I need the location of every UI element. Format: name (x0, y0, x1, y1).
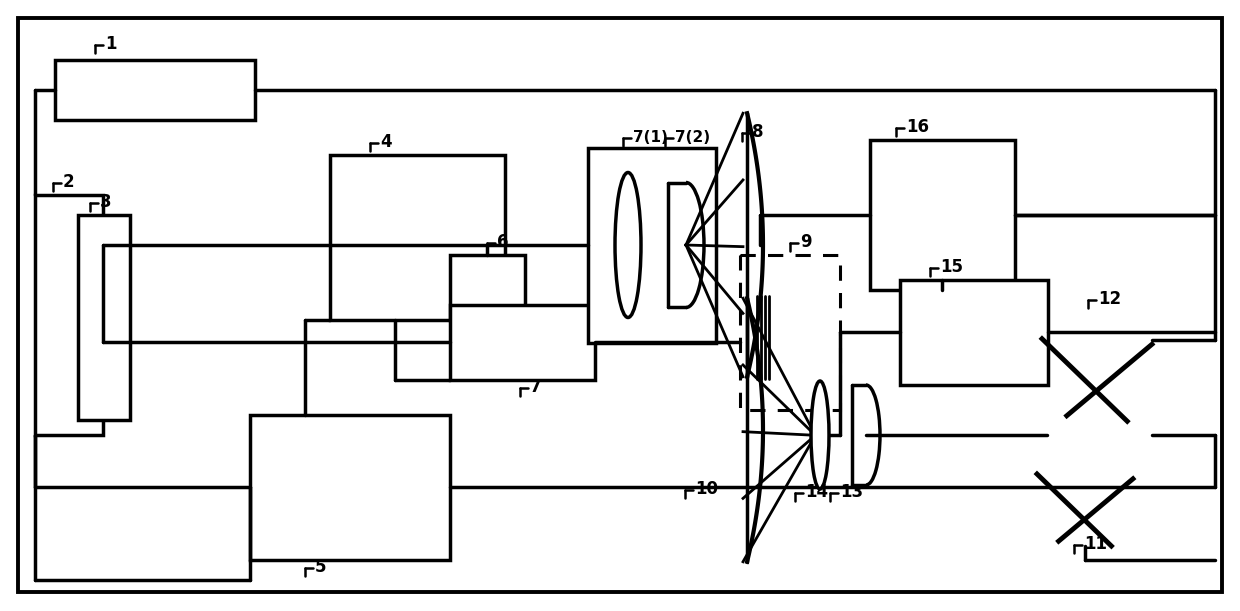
Bar (330, 155, 505, 320)
Text: 7: 7 (529, 378, 542, 396)
Bar (740, 255, 839, 410)
Text: 4: 4 (379, 133, 392, 151)
Text: 3: 3 (100, 193, 112, 211)
Bar (78, 215, 130, 420)
Text: 11: 11 (1084, 535, 1107, 553)
Text: 9: 9 (800, 233, 812, 251)
Text: 1: 1 (105, 35, 117, 53)
Text: 7(1): 7(1) (632, 130, 668, 144)
Bar (55, 60, 255, 120)
Bar (588, 148, 715, 343)
Bar (870, 140, 1016, 290)
Bar (450, 255, 525, 320)
Bar (900, 280, 1048, 385)
Text: 16: 16 (906, 118, 929, 136)
Bar (450, 305, 595, 380)
Text: 14: 14 (805, 483, 828, 501)
Bar (35, 195, 103, 435)
Bar (250, 415, 450, 560)
Text: 5: 5 (315, 558, 326, 576)
Ellipse shape (811, 381, 830, 489)
Text: 12: 12 (1097, 290, 1121, 308)
Text: 10: 10 (694, 480, 718, 498)
Text: 6: 6 (497, 233, 508, 251)
Ellipse shape (615, 172, 641, 318)
Text: 8: 8 (751, 123, 764, 141)
Text: 7(2): 7(2) (675, 130, 711, 144)
Text: 13: 13 (839, 483, 863, 501)
Text: 2: 2 (63, 173, 74, 191)
Text: 15: 15 (940, 258, 963, 276)
